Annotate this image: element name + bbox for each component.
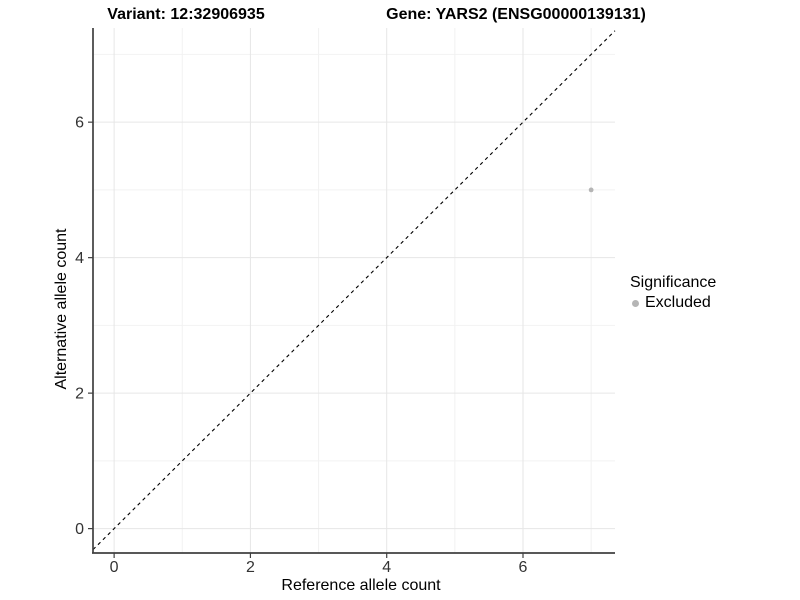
legend-entry-label: Excluded — [645, 294, 711, 311]
plot-title-gene: Gene: YARS2 (ENSG00000139131) — [386, 6, 646, 23]
svg-text:0: 0 — [110, 559, 119, 576]
legend-entry-excluded: Excluded — [630, 294, 716, 312]
legend: Significance Excluded — [630, 274, 716, 312]
x-axis-title: Reference allele count — [281, 577, 441, 594]
svg-text:6: 6 — [519, 559, 528, 576]
plot-title-variant: Variant: 12:32906935 — [107, 6, 265, 23]
svg-text:2: 2 — [75, 386, 84, 403]
svg-text:0: 0 — [75, 521, 84, 538]
svg-text:4: 4 — [75, 250, 84, 267]
y-axis-title: Alternative allele count — [53, 228, 70, 390]
legend-title: Significance — [630, 274, 717, 291]
svg-text:4: 4 — [382, 559, 391, 576]
svg-text:2: 2 — [246, 559, 255, 576]
svg-text:6: 6 — [75, 115, 84, 132]
legend-point-icon — [632, 299, 639, 307]
